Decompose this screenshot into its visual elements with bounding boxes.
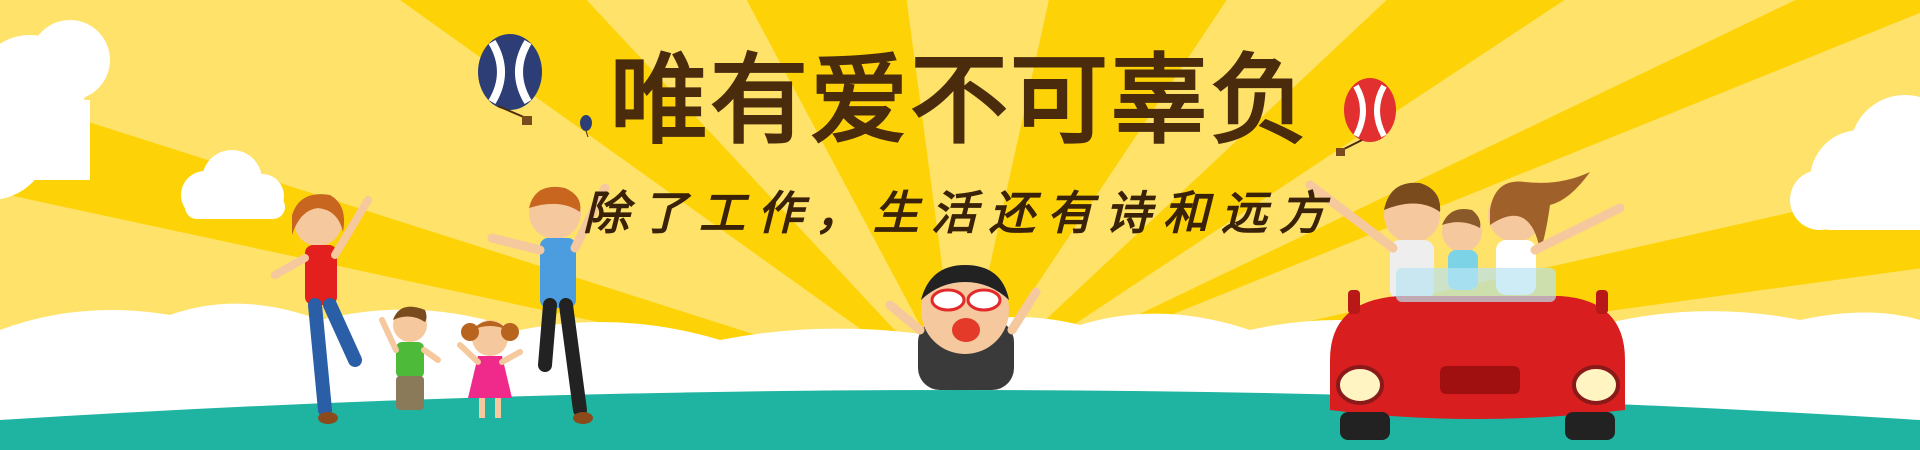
hot-air-balloon-icon [580, 115, 592, 138]
cloud-icon [181, 150, 285, 219]
hot-air-balloon-icon [1336, 78, 1396, 156]
girl-pink-dress-illustration [457, 320, 523, 418]
cloud-icon [0, 20, 110, 200]
boy-green-shirt-illustration [379, 306, 441, 410]
banner-subline: 除了工作，生活还有诗和远方 [583, 186, 1337, 240]
cloud-icon [1790, 95, 1920, 230]
hot-air-balloon-icon [478, 34, 542, 125]
banner-headline: 唯有爱不可辜负 [609, 44, 1310, 158]
woman-red-shirt-illustration [271, 194, 372, 424]
sun-ray-icon [0, 0, 1920, 400]
family-red-car-illustration [1305, 172, 1625, 440]
man-blue-shirt-illustration [487, 183, 610, 424]
laughing-boy-illustration [885, 265, 1041, 390]
